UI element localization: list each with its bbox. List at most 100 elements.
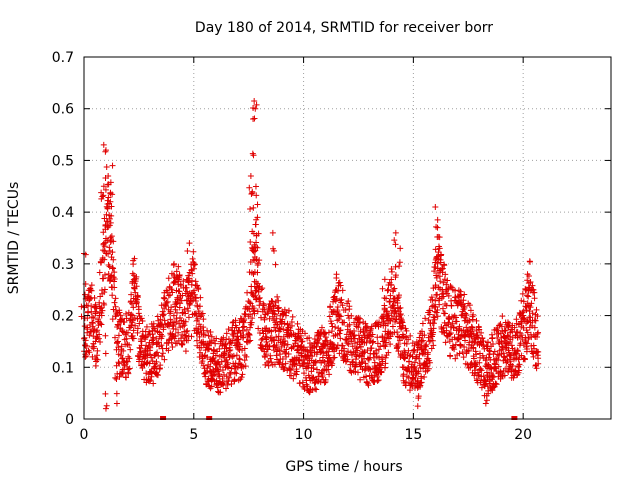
- data-point: [143, 342, 150, 349]
- data-point: [209, 355, 216, 362]
- data-point: [461, 291, 468, 298]
- data-point: [113, 400, 120, 407]
- data-point: [449, 320, 456, 327]
- data-point: [101, 256, 108, 263]
- data-point: [524, 329, 531, 336]
- data-point: [206, 338, 213, 345]
- data-point: [497, 321, 504, 328]
- data-point: [342, 307, 349, 314]
- data-point: [273, 334, 280, 341]
- data-point: [322, 379, 329, 386]
- data-point: [526, 308, 533, 315]
- data-point: [485, 339, 492, 346]
- data-point: [197, 313, 204, 320]
- chart-title: Day 180 of 2014, SRMTID for receiver bor…: [195, 20, 493, 36]
- data-point: [277, 351, 284, 358]
- data-point: [350, 359, 357, 366]
- data-point: [247, 239, 254, 246]
- x-tick-label: 15: [404, 427, 422, 443]
- data-point: [175, 263, 182, 270]
- data-point: [378, 362, 385, 369]
- data-point: [430, 329, 437, 336]
- data-point: [235, 377, 242, 384]
- data-point: [396, 263, 403, 270]
- data-point: [250, 116, 257, 123]
- data-point: [491, 348, 498, 355]
- data-point: [440, 293, 447, 300]
- data-point: [132, 322, 139, 329]
- data-point: [456, 350, 463, 357]
- data-point: [204, 354, 211, 361]
- data-point: [169, 289, 176, 296]
- data-point: [329, 323, 336, 330]
- data-point: [392, 274, 399, 281]
- data-point: [113, 390, 120, 397]
- data-point: [282, 360, 289, 367]
- data-point: [344, 356, 351, 363]
- data-point: [363, 323, 370, 330]
- data-point: [534, 330, 541, 337]
- data-point: [225, 377, 232, 384]
- data-point: [192, 278, 199, 285]
- data-point: [243, 353, 250, 360]
- data-point: [101, 301, 108, 308]
- data-point: [369, 331, 376, 338]
- data-point: [386, 316, 393, 323]
- data-point: [325, 348, 332, 355]
- data-point: [119, 328, 126, 335]
- data-point: [153, 358, 160, 365]
- data-point: [530, 353, 537, 360]
- data-point: [328, 320, 335, 327]
- data-point: [236, 355, 243, 362]
- data-point: [521, 316, 528, 323]
- data-point: [403, 327, 410, 334]
- data-point: [457, 341, 464, 348]
- data-point: [129, 332, 136, 339]
- data-point: [462, 337, 469, 344]
- data-point: [218, 358, 225, 365]
- data-point: [231, 376, 238, 383]
- data-point: [254, 308, 261, 315]
- data-point: [388, 268, 395, 275]
- data-point: [425, 317, 432, 324]
- data-point: [374, 340, 381, 347]
- data-point: [233, 352, 240, 359]
- data-point: [100, 275, 107, 282]
- data-point: [241, 345, 248, 352]
- data-point: [473, 327, 480, 334]
- data-point: [264, 310, 271, 317]
- data-point: [387, 292, 394, 299]
- data-point: [355, 332, 362, 339]
- data-point: [208, 333, 215, 340]
- data-point: [442, 339, 449, 346]
- data-point: [189, 270, 196, 277]
- data-point: [445, 292, 452, 299]
- data-point: [348, 352, 355, 359]
- data-point: [352, 356, 359, 363]
- data-point: [254, 269, 261, 276]
- data-point: [148, 354, 155, 361]
- data-point: [206, 346, 213, 353]
- data-point: [515, 363, 522, 370]
- data-point: [223, 336, 230, 343]
- data-point: [137, 354, 144, 361]
- data-point: [393, 316, 400, 323]
- data-point: [111, 276, 118, 283]
- data-point: [405, 336, 412, 343]
- grid-lines: [84, 57, 611, 419]
- data-point: [315, 373, 322, 380]
- data-point: [470, 311, 477, 318]
- data-point: [170, 279, 177, 286]
- data-point: [188, 277, 195, 284]
- data-point: [379, 354, 386, 361]
- data-point: [530, 286, 537, 293]
- data-point: [520, 324, 527, 331]
- data-point: [191, 260, 198, 267]
- data-point: [341, 319, 348, 326]
- data-point: [378, 369, 385, 376]
- data-point: [186, 240, 193, 247]
- data-point: [154, 340, 161, 347]
- data-point: [225, 326, 232, 333]
- data-point: [114, 338, 121, 345]
- data-point: [116, 373, 123, 380]
